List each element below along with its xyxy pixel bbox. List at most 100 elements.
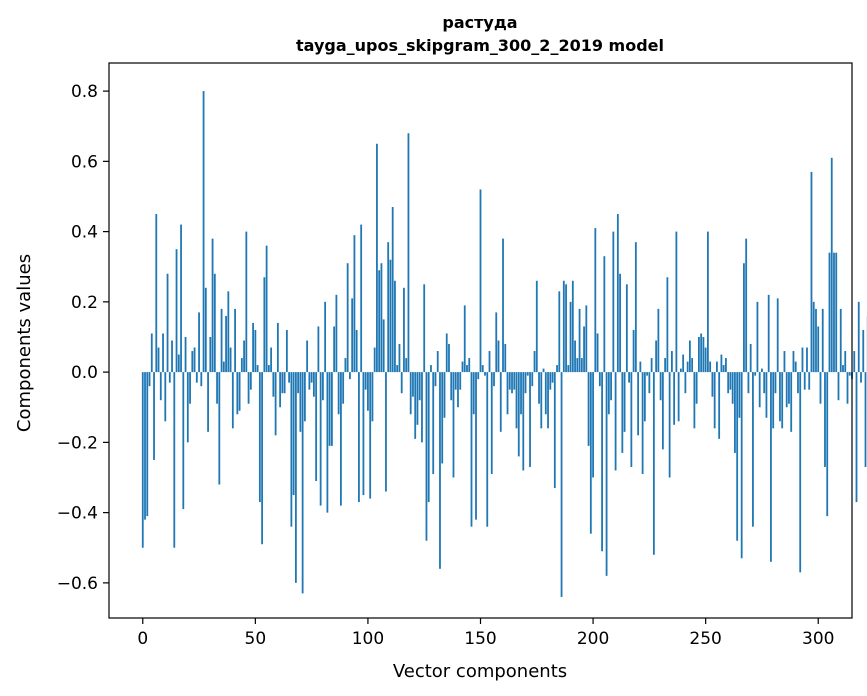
x-tick-label: 200 — [577, 629, 609, 649]
bar-174 — [533, 351, 536, 373]
bar-298 — [812, 301, 815, 373]
bar-50 — [254, 329, 257, 373]
bar-167 — [517, 372, 520, 457]
bar-82 — [326, 372, 329, 513]
bar-21 — [189, 372, 191, 404]
bar-320 — [862, 329, 865, 373]
bar-283 — [779, 372, 781, 422]
bar-156 — [493, 372, 495, 387]
bar-222 — [641, 372, 644, 474]
bar-39 — [229, 347, 232, 373]
bar-316 — [853, 351, 856, 373]
bar-12 — [168, 372, 171, 383]
bar-164 — [511, 372, 513, 394]
bar-231 — [661, 372, 664, 450]
bar-1 — [144, 372, 146, 520]
bar-241 — [684, 372, 687, 394]
bar-177 — [540, 372, 543, 429]
bar-160 — [502, 238, 504, 373]
bar-178 — [542, 368, 545, 373]
bar-220 — [637, 372, 640, 436]
bar-207 — [607, 372, 610, 415]
bar-127 — [427, 372, 430, 503]
bar-159 — [499, 372, 502, 432]
bar-100 — [367, 372, 369, 411]
bar-247 — [698, 336, 700, 373]
bar-154 — [488, 351, 491, 373]
bar-274 — [758, 372, 761, 408]
bar-38 — [227, 291, 230, 373]
bar-153 — [486, 372, 489, 527]
x-tick-label: 150 — [464, 629, 496, 649]
bar-98 — [362, 372, 365, 496]
bar-204 — [601, 372, 603, 552]
y-tick-label: −0.4 — [57, 504, 98, 524]
bar-63 — [283, 372, 286, 394]
bar-168 — [520, 372, 522, 415]
bar-256 — [718, 372, 721, 439]
bar-253 — [711, 372, 714, 397]
bar-276 — [763, 372, 766, 394]
bar-200 — [592, 372, 594, 478]
bar-267 — [743, 263, 745, 373]
bar-64 — [285, 329, 288, 373]
bar-61 — [279, 372, 282, 408]
bar-312 — [844, 351, 847, 373]
bar-261 — [729, 372, 732, 390]
bar-217 — [630, 372, 633, 467]
bar-243 — [688, 340, 691, 373]
bar-7 — [157, 347, 160, 373]
bar-105 — [378, 270, 381, 373]
bar-30 — [209, 336, 212, 373]
bar-74 — [308, 372, 311, 390]
bar-175 — [535, 280, 538, 373]
bar-269 — [747, 372, 750, 394]
bar-230 — [659, 372, 662, 401]
bar-228 — [655, 340, 658, 373]
bar-259 — [725, 358, 727, 373]
bar-209 — [612, 231, 615, 373]
bar-16 — [177, 354, 180, 373]
bar-111 — [391, 207, 394, 373]
bar-176 — [538, 372, 540, 404]
bar-184 — [556, 365, 558, 373]
bar-255 — [716, 361, 718, 373]
bar-95 — [355, 329, 358, 373]
bar-47 — [247, 372, 250, 404]
y-axis-ticks: −0.6 −0.4 −0.2 0.0 0.2 0.4 0.6 0.8 — [57, 82, 109, 594]
bar-179 — [544, 372, 547, 415]
bar-132 — [439, 372, 441, 569]
bar-36 — [222, 361, 225, 373]
bar-54 — [263, 277, 266, 373]
bar-264 — [736, 372, 739, 541]
x-axis-label: Vector components — [393, 661, 567, 682]
bar-73 — [306, 340, 309, 373]
bar-65 — [288, 372, 291, 383]
bar-180 — [547, 372, 549, 429]
bar-303 — [824, 372, 826, 467]
bar-272 — [754, 372, 757, 376]
bar-249 — [702, 336, 705, 373]
bar-119 — [409, 372, 412, 415]
bar-22 — [191, 351, 194, 373]
bar-48 — [249, 372, 252, 390]
bar-258 — [722, 365, 725, 373]
bar-238 — [677, 372, 680, 422]
bar-216 — [628, 372, 630, 383]
bar-311 — [842, 365, 844, 373]
x-tick-label: 100 — [352, 629, 384, 649]
bar-129 — [432, 372, 435, 474]
bar-115 — [400, 372, 403, 394]
bar-17 — [180, 224, 182, 373]
bar-203 — [598, 372, 601, 387]
bar-143 — [463, 305, 466, 373]
bar-233 — [666, 277, 669, 373]
bar-190 — [569, 301, 572, 373]
bar-135 — [445, 333, 448, 373]
y-tick-label: −0.6 — [57, 574, 98, 594]
bar-133 — [441, 372, 444, 464]
chart-subtitle: tayga_upos_skipgram_300_2_2019 model — [296, 36, 664, 55]
bar-120 — [412, 372, 414, 397]
bar-114 — [398, 344, 401, 373]
bar-202 — [596, 333, 599, 373]
